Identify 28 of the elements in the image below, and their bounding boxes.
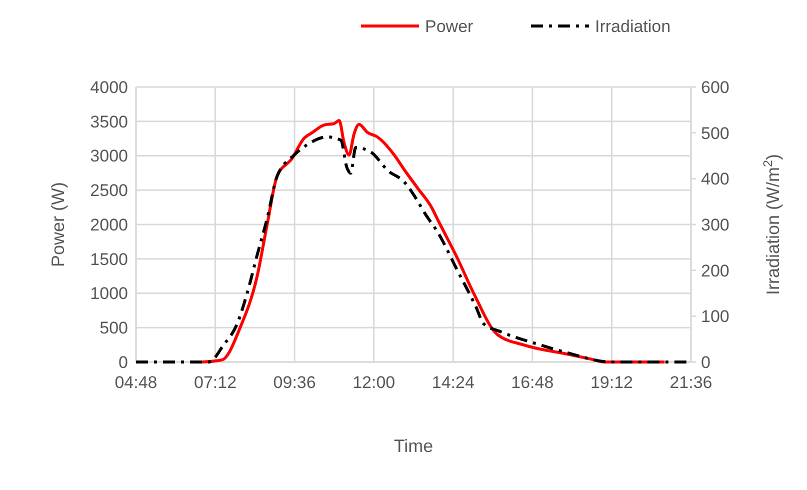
y-tick-label: 2500 [90,181,128,200]
x-tick-label: 09:36 [273,373,316,392]
x-tick-label: 21:36 [670,373,712,392]
x-axis-title: Time [394,436,434,456]
y-tick-label: 1500 [90,250,128,269]
y-tick-label: 4000 [90,78,128,97]
y2-tick-label: 300 [701,215,730,234]
y2-tick-label: 100 [701,307,730,326]
y-tick-label: 3000 [90,146,128,166]
y2-tick-label: 0 [701,352,710,372]
y-tick-label: 3500 [90,112,128,132]
y-tick-label: 500 [100,318,128,338]
y-tick-label: 0 [118,352,128,372]
x-tick-label: 14:24 [432,373,474,392]
x-tick-label: 16:48 [511,373,554,392]
x-tick-label: 07:12 [194,373,237,392]
x-tick-label: 19:12 [590,373,633,392]
y2-tick-label: 400 [701,170,730,189]
y-axis-title: Power (W) [48,182,68,267]
x-tick-label: 04:48 [114,373,158,392]
x-tick-label: 12:00 [352,373,396,392]
y2-tick-label: 500 [701,124,730,143]
y-tick-label: 1000 [90,284,128,304]
y2-tick-label: 200 [701,261,730,280]
legend-label: Power [425,16,474,36]
y-tick-label: 2000 [90,215,128,234]
y2-tick-label: 600 [701,78,730,97]
legend-label: Irradiation [595,16,671,36]
